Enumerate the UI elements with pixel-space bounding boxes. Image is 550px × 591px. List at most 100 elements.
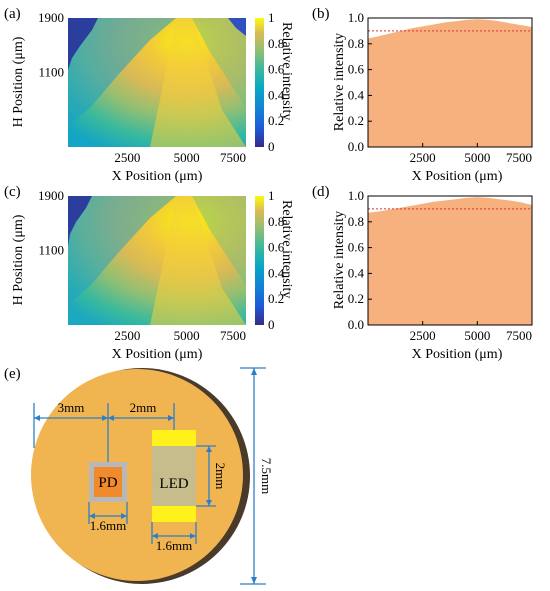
area-b-xtick-label: 5000 [464, 150, 490, 165]
area-d-ytick-label: 0.4 [348, 265, 365, 280]
dim-label-board: 7.5mm [259, 458, 274, 494]
heatmap-a-low-corner-left [68, 18, 98, 70]
area-d-ytick-label: 0.8 [348, 214, 364, 229]
led-component: LED [152, 430, 196, 522]
pd-component: PD [89, 462, 127, 502]
dim-label-3mm: 3mm [58, 400, 85, 415]
heatmap-a-xtick-label: 7500 [220, 150, 246, 165]
area-d-ytick-label: 0.2 [348, 291, 364, 306]
area-b-ytick-label: 0.0 [348, 139, 364, 154]
arrow-led-left [152, 533, 158, 539]
heatmap-a-xlabel: X Position (μm) [112, 169, 203, 184]
heatmap-c [68, 196, 246, 325]
panel-d: (d) 2500 5000 7500 1.0 0.8 0.6 0.4 0.2 0.0 X Pos… [312, 184, 533, 362]
heatmap-c-xlabel: X Position (μm) [112, 347, 203, 362]
heatmap-a-ylabel: H Position (μm) [11, 36, 26, 127]
dim-label-pd-width: 1.6mm [90, 518, 126, 533]
area-b-xlabel: X Position (μm) [412, 169, 503, 184]
colorbar-a-label: Relative intensity [279, 22, 294, 120]
area-b-ytick-label: 0.8 [348, 36, 364, 51]
heatmap-c-ylabel: H Position (μm) [11, 214, 26, 305]
heatmap-a-xtick-label: 2500 [114, 150, 140, 165]
heatmap-a-peak-ridge [150, 18, 246, 147]
heatmap-c-xtick-label: 7500 [220, 328, 246, 343]
area-d-ytick-label: 1.0 [348, 188, 364, 203]
arrow-3mm-right [102, 415, 108, 421]
pd-chip [94, 467, 122, 497]
area-d-xtick-label: 5000 [464, 328, 490, 343]
colorbar-c-tick-label: 0.4 [268, 265, 285, 280]
area-d-fill [368, 197, 532, 325]
area-b-xtick-label: 7500 [506, 150, 532, 165]
heatmap-c-axes: 2500 5000 7500 1900 1100 [38, 188, 246, 343]
arrow-led-right [190, 533, 196, 539]
heatmap-a-right-region [192, 18, 246, 108]
arrow-pd-left [89, 513, 95, 519]
colorbar-a: 1 0.8 0.6 0.4 0.2 0 Relative intensity [255, 10, 294, 154]
panel-label-d: (d) [312, 184, 330, 200]
heatmap-c-right-region [192, 196, 246, 286]
colorbar-c-tick-label: 0.8 [268, 214, 284, 229]
heatmap-c-low-corner-left [68, 196, 92, 246]
arrow-board-bottom [251, 577, 257, 584]
pd-label: PD [98, 475, 117, 491]
arrow-2mm-left [108, 415, 114, 421]
area-b-ytick-label: 0.6 [348, 62, 365, 77]
area-chart-b: 2500 5000 7500 1.0 0.8 0.6 0.4 0.2 0.0 [348, 10, 533, 165]
area-d-xtick-label: 2500 [410, 328, 436, 343]
dimension-arrowheads [34, 368, 257, 584]
panel-b: (b) 2500 5000 7500 1.0 0.8 0.6 0.4 0.2 0.0 X Pos… [312, 6, 533, 184]
area-d-ytick-label: 0.6 [348, 240, 365, 255]
dim-label-2mm: 2mm [130, 400, 157, 415]
colorbar-c-bar [255, 196, 264, 325]
heatmap-c-xtick-label: 2500 [114, 328, 140, 343]
heatmap-c-xtick-label: 5000 [174, 328, 200, 343]
area-b-ylabel: Relative intensity [332, 33, 347, 131]
area-d-xtick-label: 7500 [506, 328, 532, 343]
colorbar-c-label: Relative intensity [279, 200, 294, 298]
area-b-ytick-label: 0.4 [348, 87, 365, 102]
panel-a: (a) 1 0.8 0.6 0.4 0.2 0 Relative intensity 25… [4, 6, 294, 184]
colorbar-a-tick-label: 0.6 [268, 62, 285, 77]
heatmap-c-ytick-label: 1100 [38, 242, 64, 257]
colorbar-a-bar [255, 18, 264, 147]
panel-label-c: (c) [4, 184, 21, 200]
heatmap-a-xtick-label: 5000 [174, 150, 200, 165]
heatmap-a-low-corner-right [228, 18, 246, 36]
colorbar-c-tick-label: 1 [268, 188, 275, 203]
heatmap-a-ytick-label: 1900 [38, 10, 64, 25]
heatmap-c-left-region [68, 196, 176, 304]
led-bottom-pad [152, 506, 196, 522]
heatmap-a-ytick-label: 1100 [38, 64, 64, 79]
colorbar-c-tick-label: 0.6 [268, 240, 285, 255]
panel-e: (e) PD LED [4, 366, 274, 585]
area-d-xlabel: X Position (μm) [412, 347, 503, 362]
colorbar-a-ticks: 1 0.8 0.6 0.4 0.2 0 [268, 10, 285, 154]
colorbar-c-tick-label: 0.2 [268, 291, 284, 306]
led-body [152, 446, 196, 506]
area-b-xtick-label: 2500 [410, 150, 436, 165]
colorbar-c: 1 0.8 0.6 0.4 0.2 0 Relative intensity [255, 188, 294, 332]
led-top-pad [152, 430, 196, 446]
heatmap-a-left-region [68, 18, 176, 126]
dimension-lines [33, 367, 266, 585]
board-disc [31, 369, 243, 581]
heatmap-c-ytick-label: 1900 [38, 188, 64, 203]
colorbar-a-tick-label: 1 [268, 10, 275, 25]
colorbar-c-tick-label: 0 [268, 317, 275, 332]
heatmap-a [68, 18, 246, 147]
colorbar-a-tick-label: 0.4 [268, 87, 285, 102]
area-chart-d: 2500 5000 7500 1.0 0.8 0.6 0.4 0.2 0.0 [348, 188, 533, 343]
arrow-2mm-right [168, 415, 174, 421]
area-d-ylabel: Relative intensity [332, 211, 347, 309]
arrow-board-top [251, 368, 257, 375]
panel-c: (c) 1 0.8 0.6 0.4 0.2 0 Relative intensity 25… [4, 184, 294, 362]
led-label: LED [159, 476, 188, 492]
panel-label-e: (e) [4, 366, 21, 382]
area-b-axes-frame [367, 17, 533, 148]
area-d-ytick-label: 0.0 [348, 317, 364, 332]
area-b-ytick-label: 1.0 [348, 10, 364, 25]
area-b-fill [368, 19, 532, 147]
dim-label-led-height: 2mm [213, 463, 228, 490]
